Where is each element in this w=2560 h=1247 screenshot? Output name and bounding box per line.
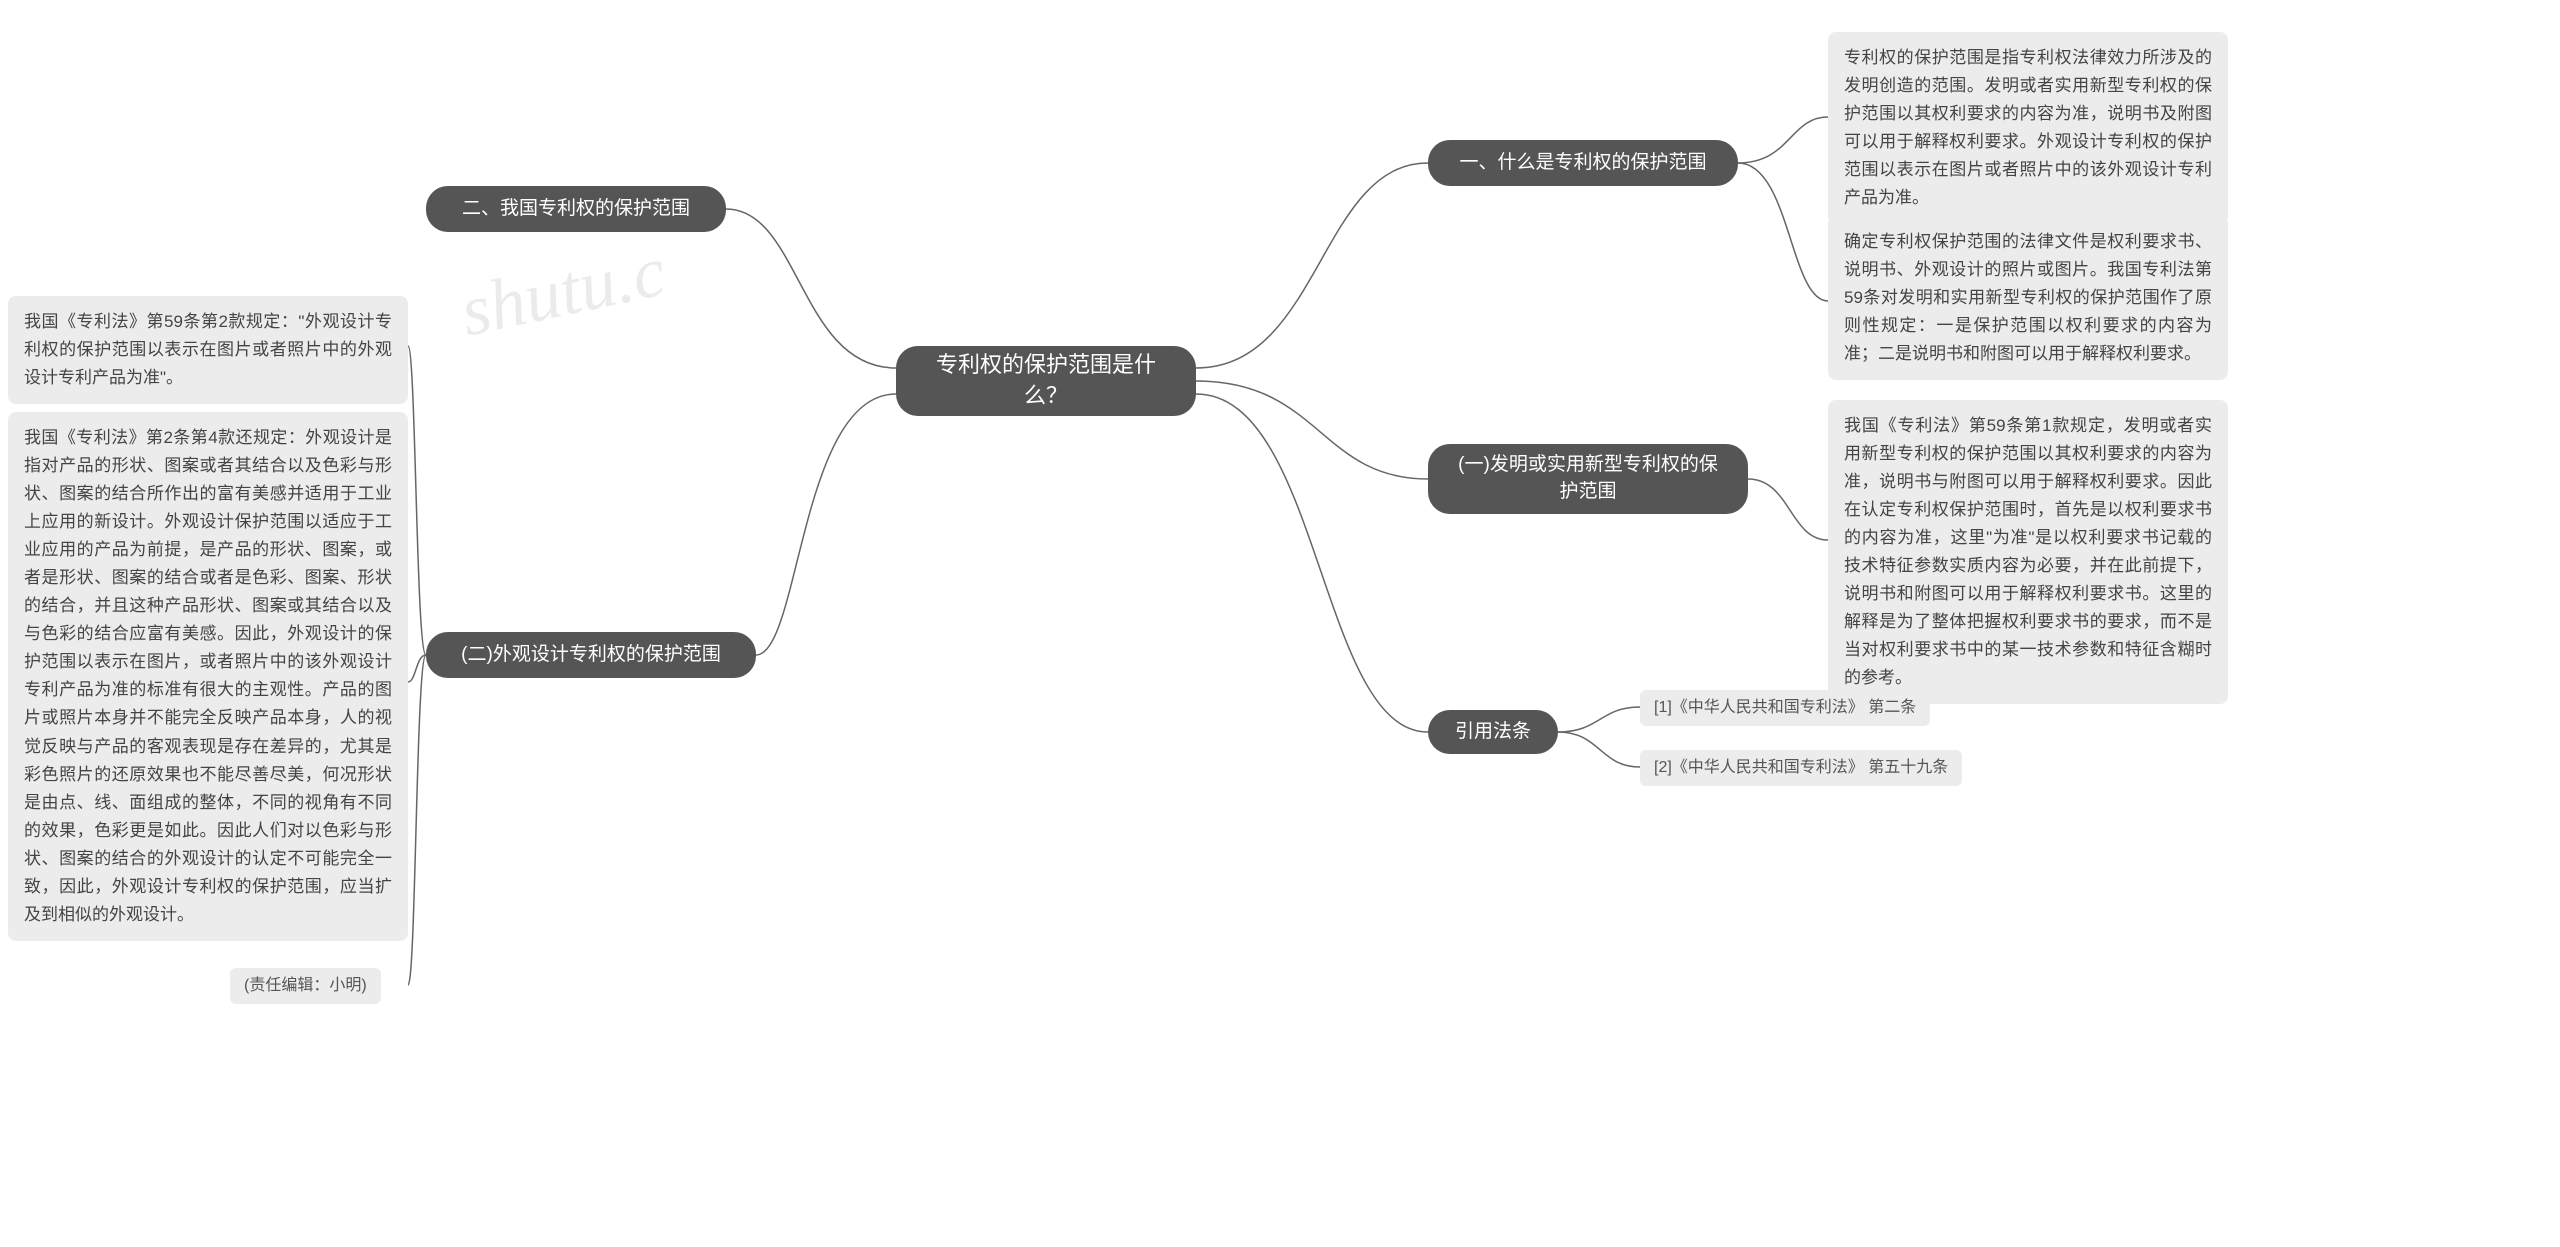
leaf-node: 我国《专利法》第59条第2款规定："外观设计专利权的保护范围以表示在图片或者照片… xyxy=(8,296,408,404)
center-node[interactable]: 专利权的保护范围是什么？ xyxy=(896,346,1196,416)
leaf-node: 专利权的保护范围是指专利权法律效力所涉及的发明创造的范围。发明或者实用新型专利权… xyxy=(1828,32,2228,224)
branch-node-1[interactable]: 一、什么是专利权的保护范围 xyxy=(1428,140,1738,186)
branch-node-4[interactable]: 二、我国专利权的保护范围 xyxy=(426,186,726,232)
branch-node-3[interactable]: 引用法条 xyxy=(1428,710,1558,754)
leaf-node: 我国《专利法》第2条第4款还规定：外观设计是指对产品的形状、图案或者其结合以及色… xyxy=(8,412,408,941)
leaf-node: 确定专利权保护范围的法律文件是权利要求书、说明书、外观设计的照片或图片。我国专利… xyxy=(1828,216,2228,380)
citation-leaf: [1]《中华人民共和国专利法》 第二条 xyxy=(1640,690,1930,726)
watermark: shutu.c xyxy=(454,229,673,353)
branch-node-5[interactable]: (二)外观设计专利权的保护范围 xyxy=(426,632,756,678)
editor-credit: (责任编辑：小明) xyxy=(230,968,381,1004)
branch-node-2[interactable]: (一)发明或实用新型专利权的保护范围 xyxy=(1428,444,1748,514)
leaf-node: 我国《专利法》第59条第1款规定，发明或者实用新型专利权的保护范围以其权利要求的… xyxy=(1828,400,2228,704)
citation-leaf: [2]《中华人民共和国专利法》 第五十九条 xyxy=(1640,750,1962,786)
